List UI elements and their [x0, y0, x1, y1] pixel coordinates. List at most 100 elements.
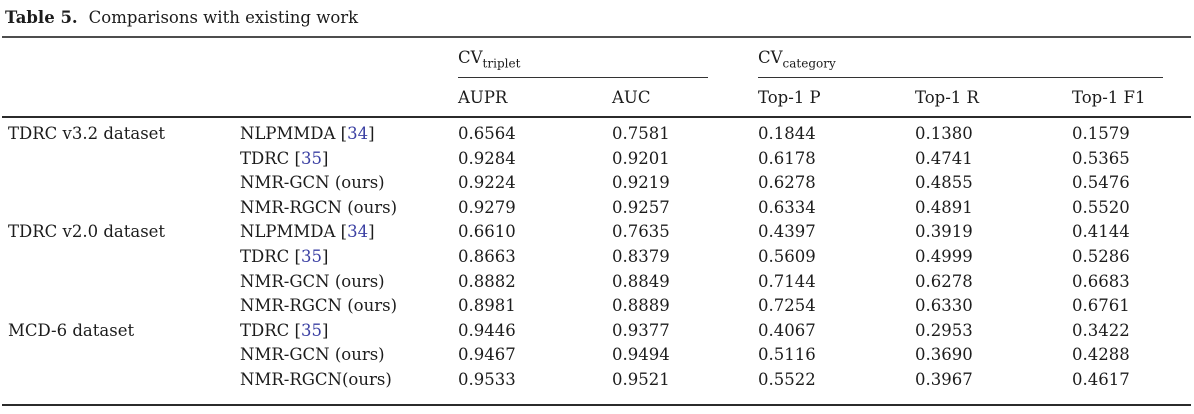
column-group-header-row: CVtriplet CVcategory — [0, 47, 1194, 78]
metric-value: 0.6278 — [915, 271, 973, 291]
table-caption: Table 5. Comparisons with existing work — [5, 7, 1194, 29]
method-label: NMR-GCN (ours) — [240, 173, 385, 193]
method-label: NMR-RGCN (ours) — [240, 296, 398, 316]
dataset-label — [0, 343, 240, 368]
metric-value: 0.4067 — [758, 320, 816, 340]
metric-value: 0.3422 — [1072, 320, 1130, 340]
cv-category-label: CV — [758, 48, 783, 67]
dataset-label — [0, 171, 240, 196]
metric-value: 0.1579 — [1072, 124, 1130, 143]
metric-value: 0.9521 — [612, 369, 670, 389]
metric-value: 0.9377 — [612, 320, 670, 340]
method-label: TDRC [35] — [240, 246, 329, 266]
col-header-top1-r: Top-1 R — [915, 88, 979, 107]
method-label: NLPMMDA [34] — [240, 222, 375, 242]
dataset-label: MCD-6 dataset — [8, 320, 135, 340]
cv-triplet-subscript: triplet — [482, 56, 521, 71]
metric-value: 0.2953 — [915, 320, 973, 340]
metric-value: 0.8849 — [612, 271, 670, 291]
method-label: NMR-RGCN(ours) — [240, 369, 392, 389]
method-label: NMR-GCN (ours) — [240, 345, 385, 365]
metric-value: 0.8882 — [458, 271, 516, 291]
col-header-aupr: AUPR — [458, 88, 508, 107]
metric-value: 0.5609 — [758, 246, 816, 266]
metric-value: 0.4891 — [915, 197, 973, 217]
table-row: NMR-GCN (ours) 0.9467 0.9494 0.5116 0.3690 0.… — [0, 343, 1194, 368]
metric-value: 0.4741 — [915, 148, 973, 168]
table-row: NMR-RGCN (ours) 0.8981 0.8889 0.7254 0.6330 0… — [0, 294, 1194, 319]
metric-value: 0.9224 — [458, 173, 516, 193]
top-rule — [2, 36, 1191, 38]
metric-value: 0.6683 — [1072, 271, 1130, 291]
metric-value: 0.9279 — [458, 197, 516, 217]
table-caption-text: Comparisons with existing work — [88, 8, 359, 27]
metric-value: 0.9219 — [612, 173, 670, 193]
table-caption-label: Table 5. — [5, 8, 78, 27]
dataset-label: TDRC v3.2 dataset — [8, 124, 166, 143]
metric-value: 0.4855 — [915, 173, 973, 193]
metric-value: 0.6334 — [758, 197, 816, 217]
metric-value: 0.7254 — [758, 296, 816, 316]
table-row: TDRC [35] 0.8663 0.8379 0.5609 0.4999 0.5286 — [0, 245, 1194, 270]
metric-value: 0.9284 — [458, 148, 516, 168]
metric-value: 0.3690 — [915, 345, 973, 365]
metric-value: 0.4617 — [1072, 369, 1130, 389]
metric-value: 0.3919 — [915, 222, 973, 242]
metric-value: 0.9494 — [612, 345, 670, 365]
cv-category-group-header: CVcategory — [758, 47, 1194, 78]
metric-value: 0.6564 — [458, 124, 516, 143]
empty-header-cell — [0, 47, 458, 78]
col-header-auc: AUC — [612, 88, 651, 107]
metric-value: 0.4397 — [758, 222, 816, 242]
dataset-label — [0, 196, 240, 221]
dataset-label — [0, 147, 240, 172]
metric-value: 0.8379 — [612, 246, 670, 266]
method-label: TDRC [35] — [240, 148, 329, 168]
metric-value: 0.6278 — [758, 173, 816, 193]
metric-value: 0.9446 — [458, 320, 516, 340]
metric-value: 0.5522 — [758, 369, 816, 389]
metric-value: 0.7581 — [612, 124, 670, 143]
table-row: NMR-GCN (ours) 0.8882 0.8849 0.7144 0.6278 0.… — [0, 270, 1194, 295]
metric-value: 0.9201 — [612, 148, 670, 168]
citation-link[interactable]: 35 — [300, 320, 322, 340]
citation-link[interactable]: 34 — [347, 124, 369, 143]
metric-value: 0.8981 — [458, 296, 516, 316]
metric-value: 0.3967 — [915, 369, 973, 389]
metric-value: 0.9467 — [458, 345, 516, 365]
metric-value: 0.4144 — [1072, 222, 1130, 242]
metric-value: 0.5365 — [1072, 148, 1130, 168]
metric-value: 0.5476 — [1072, 173, 1130, 193]
table-row: NMR-RGCN(ours) 0.9533 0.9521 0.5522 0.3967 0.… — [0, 368, 1194, 393]
metric-value: 0.8889 — [612, 296, 670, 316]
citation-link[interactable]: 35 — [300, 148, 322, 168]
dataset-label — [0, 270, 240, 295]
citation-link[interactable]: 35 — [300, 246, 322, 266]
empty-header-cell — [0, 78, 240, 116]
method-label: NLPMMDA [34] — [240, 124, 375, 143]
citation-link[interactable]: 34 — [347, 222, 369, 242]
method-label: TDRC [35] — [240, 320, 329, 340]
metric-value: 0.5116 — [758, 345, 816, 365]
dataset-label — [0, 245, 240, 270]
method-label: NMR-GCN (ours) — [240, 271, 385, 291]
dataset-label — [0, 294, 240, 319]
col-header-top1-p: Top-1 P — [758, 88, 821, 107]
metric-value: 0.7635 — [612, 222, 670, 242]
cv-triplet-group-header: CVtriplet — [458, 47, 758, 78]
empty-header-cell — [240, 78, 458, 116]
cv-triplet-label: CV — [458, 48, 483, 67]
metric-value: 0.9533 — [458, 369, 516, 389]
table-row: MCD-6 dataset TDRC [35] 0.9446 0.9377 0.4067… — [0, 319, 1194, 344]
dataset-label: TDRC v2.0 dataset — [8, 222, 166, 242]
dataset-label — [0, 368, 240, 393]
metric-value: 0.5520 — [1072, 197, 1130, 217]
metric-value: 0.5286 — [1072, 246, 1130, 266]
table-row: TDRC v2.0 dataset NLPMMDA [34] 0.6610 0.763… — [0, 220, 1194, 245]
metric-value: 0.8663 — [458, 246, 516, 266]
metric-value: 0.7144 — [758, 271, 816, 291]
metric-value: 0.1844 — [758, 124, 816, 143]
column-header-row: AUPR AUC Top-1 P Top-1 R Top-1 F1 — [0, 78, 1194, 116]
table-row: TDRC [35] 0.9284 0.9201 0.6178 0.4741 0.5365 — [0, 147, 1194, 172]
